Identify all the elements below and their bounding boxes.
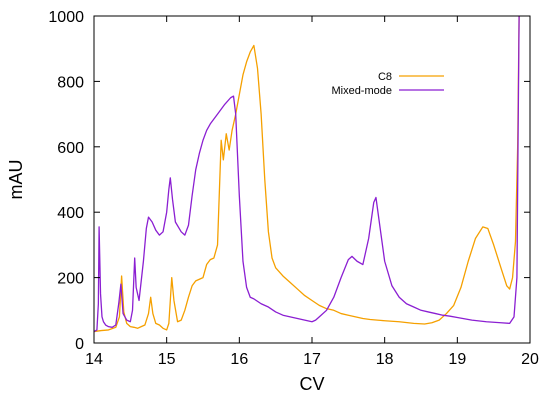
- y-axis-title: mAU: [6, 160, 26, 200]
- y-tick-label: 600: [57, 140, 84, 157]
- x-tick-label: 15: [158, 351, 176, 368]
- x-tick-label: 16: [230, 351, 248, 368]
- y-tick-label: 800: [57, 74, 84, 91]
- x-tick-label: 18: [376, 351, 394, 368]
- legend: C8 Mixed-mode: [331, 71, 444, 97]
- series-layer: [93, 15, 520, 333]
- x-tick-label: 20: [521, 351, 539, 368]
- y-tick-label: 0: [75, 336, 84, 353]
- series-line-mixed-mode: [93, 15, 520, 333]
- legend-label-c8: C8: [378, 71, 392, 83]
- x-axis-title: CV: [299, 374, 324, 394]
- y-tick-label: 1000: [48, 9, 84, 26]
- x-tick-label: 19: [448, 351, 466, 368]
- x-tick-label: 14: [85, 351, 103, 368]
- series-line-c8: [93, 15, 520, 333]
- y-tick-label: 200: [57, 271, 84, 288]
- y-tick-label: 400: [57, 205, 84, 222]
- x-tick-label: 17: [303, 351, 321, 368]
- legend-label-mixed-mode: Mixed-mode: [331, 85, 392, 97]
